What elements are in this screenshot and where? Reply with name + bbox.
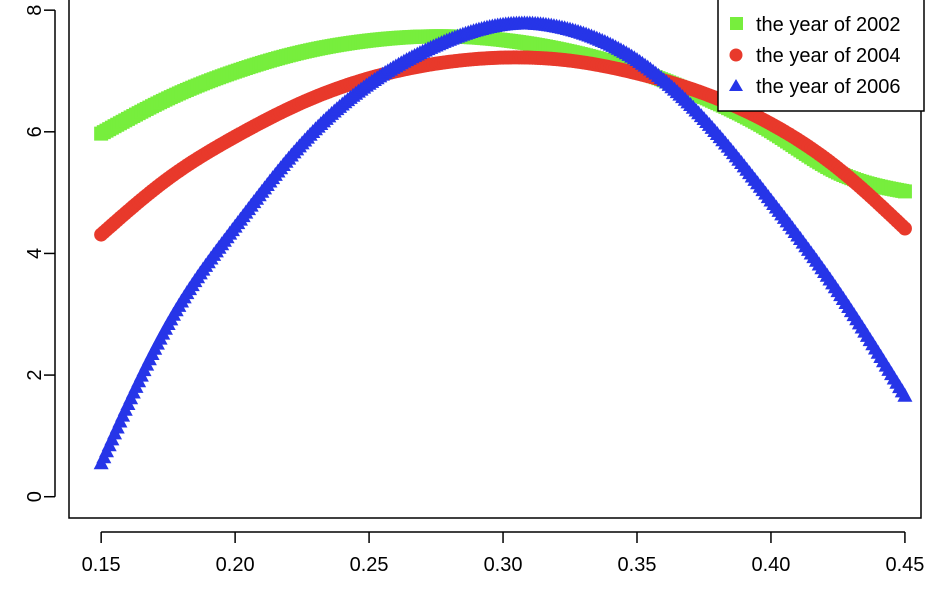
x-tick-label: 0.15 [82, 554, 121, 576]
series-3 [93, 15, 913, 470]
legend-marker-2002 [730, 17, 743, 30]
x-tick-label: 0.35 [618, 554, 657, 576]
x-tick-label: 0.45 [885, 554, 924, 576]
x-tick-label: 0.30 [484, 554, 523, 576]
series-layer [93, 15, 913, 470]
x-tick-label: 0.20 [216, 554, 255, 576]
legend-marker-2004 [729, 48, 743, 62]
y-tick-label: 4 [24, 248, 46, 259]
legend-marker-2006 [729, 79, 743, 91]
legend: the year of 2002 the year of 2004 the ye… [717, 0, 925, 112]
x-tick-label: 0.25 [350, 554, 389, 576]
plot-box [68, 0, 922, 519]
legend-label-2006: the year of 2006 [756, 76, 901, 98]
y-tick-label: 0 [24, 491, 46, 502]
y-tick-label: 2 [24, 370, 46, 381]
y-tick-label: 8 [24, 5, 46, 16]
series-1-point [897, 184, 912, 199]
series-3-point [897, 387, 913, 402]
y-axis: 0 2 4 6 8 [24, 5, 56, 502]
series-2-point [897, 221, 912, 236]
x-axis: 0.15 0.20 0.25 0.30 0.35 0.40 0.45 [82, 531, 924, 576]
legend-box [717, 0, 925, 112]
legend-label-2002: the year of 2002 [756, 14, 901, 36]
series-2 [94, 50, 912, 242]
y-tick-label: 6 [24, 126, 46, 137]
legend-label-2004: the year of 2004 [756, 45, 901, 67]
x-tick-label: 0.40 [751, 554, 790, 576]
